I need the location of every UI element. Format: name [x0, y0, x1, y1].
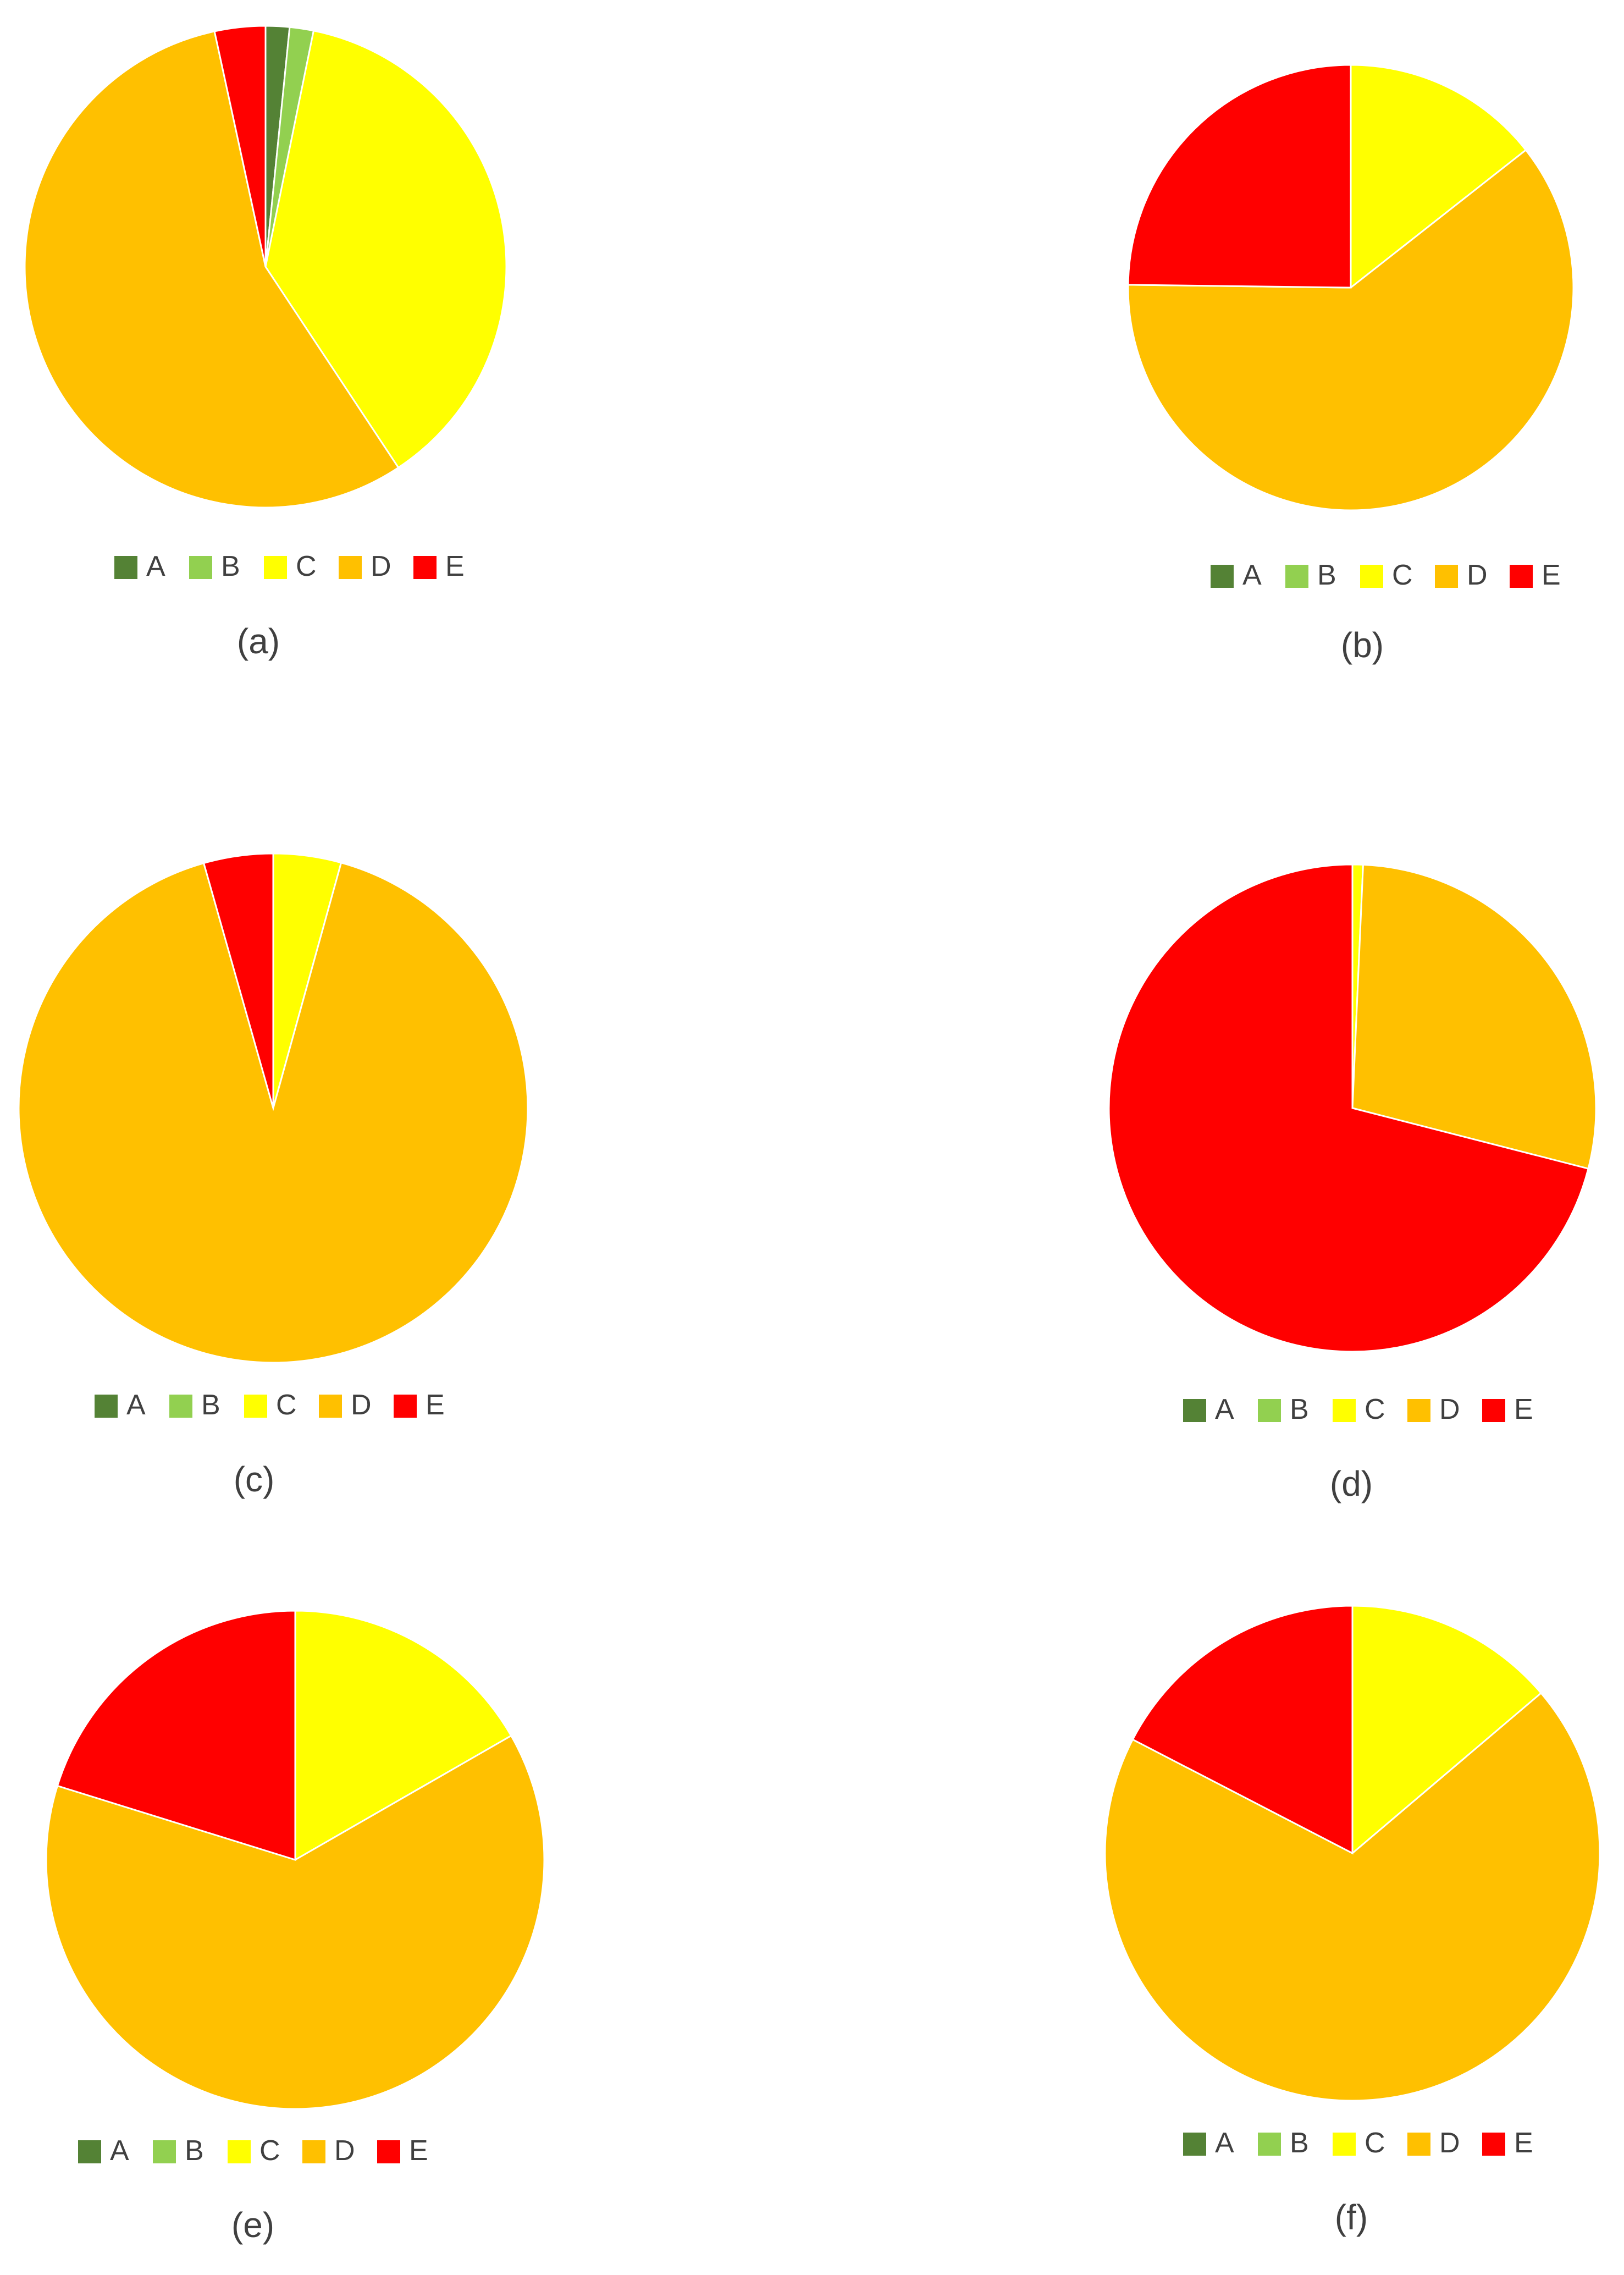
pie-slice-d	[1127, 148, 1575, 511]
legend-swatch-a	[1183, 1399, 1206, 1422]
legend-label-d: D	[1439, 2127, 1460, 2159]
legend-swatch-c	[1333, 1399, 1356, 1422]
legend-label-b: B	[1317, 559, 1336, 591]
legend-swatch-b	[1285, 565, 1308, 588]
legend-label-c: C	[1365, 1393, 1385, 1425]
legend-label-a: A	[126, 1389, 146, 1421]
legend-label-e: E	[445, 550, 465, 582]
legend-label-a: A	[146, 550, 165, 582]
legend-label-c: C	[1392, 559, 1413, 591]
pie-slice-d	[1351, 863, 1597, 1170]
legend-swatch-d	[1407, 1399, 1430, 1422]
pie-slice-e	[1131, 1605, 1354, 1855]
pie-slice-e	[56, 1610, 296, 1861]
legend: A B C D E	[78, 2135, 428, 2167]
legend-swatch-a	[114, 556, 137, 579]
legend-label-d: D	[1467, 559, 1488, 591]
pie-chart-2: A B C D E (b)	[1127, 64, 1575, 665]
legend-swatch-a	[78, 2140, 101, 2163]
legend-swatch-c	[244, 1395, 267, 1418]
pie-chart-1: A B C D E (a)	[24, 25, 507, 661]
legend-label-a: A	[1215, 2127, 1234, 2159]
legend-swatch-c	[1360, 565, 1383, 588]
legend-label-b: B	[201, 1389, 220, 1421]
legend-label-b: B	[221, 550, 240, 582]
pie-slice-e	[213, 25, 267, 267]
legend-swatch-e	[394, 1395, 417, 1418]
chart-caption: (f)	[1335, 2197, 1368, 2237]
legend-swatch-b	[1258, 2133, 1281, 2156]
legend-label-c: C	[276, 1389, 297, 1421]
pie-chart-3: A B C D E (c)	[18, 852, 529, 1499]
pie-slice-e	[1108, 863, 1589, 1353]
legend-swatch-b	[189, 556, 212, 579]
legend: A B C D E	[1183, 2127, 1533, 2159]
legend: A B C D E	[1211, 559, 1561, 591]
pie-slice-d	[45, 1734, 545, 2110]
legend-label-e: E	[1542, 559, 1561, 591]
legend-swatch-a	[95, 1395, 118, 1418]
legend-swatch-c	[264, 556, 287, 579]
legend-swatch-b	[153, 2140, 176, 2163]
legend-label-d: D	[371, 550, 391, 582]
legend-swatch-c	[1333, 2133, 1356, 2156]
chart-caption: (a)	[237, 621, 280, 661]
chart-caption: (d)	[1330, 1464, 1373, 1503]
legend: A B C D E	[1183, 1393, 1533, 1425]
pie-slice-c	[294, 1610, 512, 1861]
legend: A B C D E	[114, 550, 465, 582]
pie-slice-d	[18, 861, 529, 1364]
legend-label-b: B	[1290, 1393, 1309, 1425]
legend-label-e: E	[1514, 1393, 1533, 1425]
pie-slice-d	[24, 30, 400, 509]
pie-slice-e	[202, 852, 274, 1109]
legend-swatch-e	[1482, 2133, 1505, 2156]
legend-label-c: C	[259, 2135, 280, 2167]
legend-label-b: B	[1290, 2127, 1309, 2159]
legend-swatch-e	[1482, 1399, 1505, 1422]
legend-label-e: E	[1514, 2127, 1533, 2159]
legend-swatch-a	[1183, 2133, 1206, 2156]
pie-slice-e	[1127, 64, 1352, 289]
legend-swatch-c	[228, 2140, 251, 2163]
chart-caption: (b)	[1341, 625, 1384, 665]
pie-slice-c	[264, 30, 507, 469]
legend-swatch-d	[1435, 565, 1458, 588]
legend-swatch-a	[1211, 565, 1234, 588]
legend-label-d: D	[334, 2135, 355, 2167]
legend-label-a: A	[1242, 559, 1262, 591]
pie-chart-5: A B C D E (e)	[45, 1610, 545, 2245]
legend-label-e: E	[409, 2135, 428, 2167]
legend-swatch-e	[377, 2140, 400, 2163]
pie-chart-6: A B C D E (f)	[1104, 1605, 1601, 2237]
chart-caption: (c)	[234, 1459, 275, 1499]
legend-label-c: C	[296, 550, 317, 582]
legend-swatch-e	[1510, 565, 1533, 588]
legend-swatch-d	[339, 556, 362, 579]
legend-label-e: E	[426, 1389, 445, 1421]
legend-label-b: B	[185, 2135, 204, 2167]
legend: A B C D E	[95, 1389, 445, 1421]
legend-swatch-b	[169, 1395, 192, 1418]
legend-label-d: D	[351, 1389, 372, 1421]
pie-slice-d	[1104, 1692, 1601, 2102]
legend-swatch-b	[1258, 1399, 1281, 1422]
pie-slice-c	[1350, 64, 1527, 290]
legend-label-a: A	[1215, 1393, 1234, 1425]
legend-label-a: A	[110, 2135, 129, 2167]
legend-swatch-e	[413, 556, 437, 579]
legend-label-c: C	[1365, 2127, 1385, 2159]
legend-swatch-d	[302, 2140, 325, 2163]
pie-chart-4: A B C D E (d)	[1108, 863, 1597, 1503]
pie-slice-c	[1351, 1605, 1543, 1855]
legend-swatch-d	[1407, 2133, 1430, 2156]
legend-label-d: D	[1439, 1393, 1460, 1425]
chart-caption: (e)	[231, 2205, 274, 2245]
legend-swatch-d	[319, 1395, 342, 1418]
